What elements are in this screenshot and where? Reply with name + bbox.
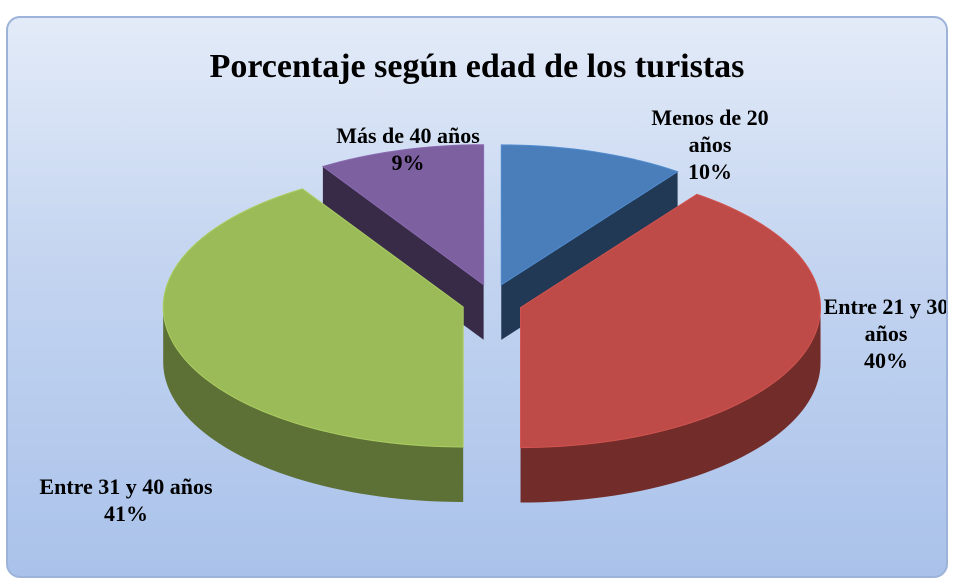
slice	[321, 144, 485, 286]
chart-title: Porcentaje según edad de los turistas	[209, 48, 745, 85]
slice	[500, 144, 679, 286]
label-category: Menos de 20 años	[651, 105, 769, 157]
label-category: Entre 31 y 40 años	[39, 474, 213, 499]
label-value: 40%	[864, 348, 908, 373]
label-category: Más de 40 años	[336, 123, 480, 148]
slice	[520, 193, 822, 449]
data-label: Entre 31 y 40 años 41%	[26, 473, 226, 527]
slice	[162, 188, 464, 448]
label-value: 9%	[391, 150, 425, 175]
label-value: 41%	[104, 501, 148, 526]
pie-chart	[162, 144, 822, 503]
data-label: Menos de 20 años 10%	[630, 104, 790, 185]
data-label: Más de 40 años 9%	[298, 122, 518, 176]
slice-side	[520, 307, 821, 503]
chart-area: Porcentaje según edad de los turistas Me…	[6, 16, 948, 578]
label-category: Entre 21 y 30 años	[823, 294, 948, 346]
data-label: Entre 21 y 30 años 40%	[801, 293, 948, 374]
slice-side	[163, 307, 464, 503]
label-value: 10%	[688, 159, 732, 184]
